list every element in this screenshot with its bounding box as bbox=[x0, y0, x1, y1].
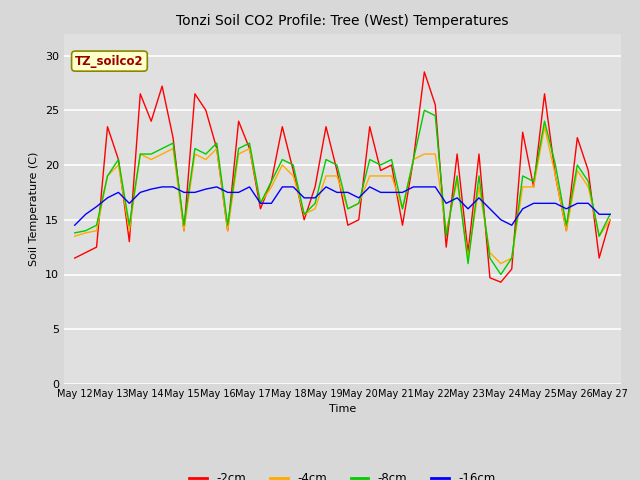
Y-axis label: Soil Temperature (C): Soil Temperature (C) bbox=[29, 152, 40, 266]
Title: Tonzi Soil CO2 Profile: Tree (West) Temperatures: Tonzi Soil CO2 Profile: Tree (West) Temp… bbox=[176, 14, 509, 28]
Legend: -2cm, -4cm, -8cm, -16cm: -2cm, -4cm, -8cm, -16cm bbox=[185, 467, 500, 480]
X-axis label: Time: Time bbox=[329, 405, 356, 414]
Text: TZ_soilco2: TZ_soilco2 bbox=[75, 55, 144, 68]
